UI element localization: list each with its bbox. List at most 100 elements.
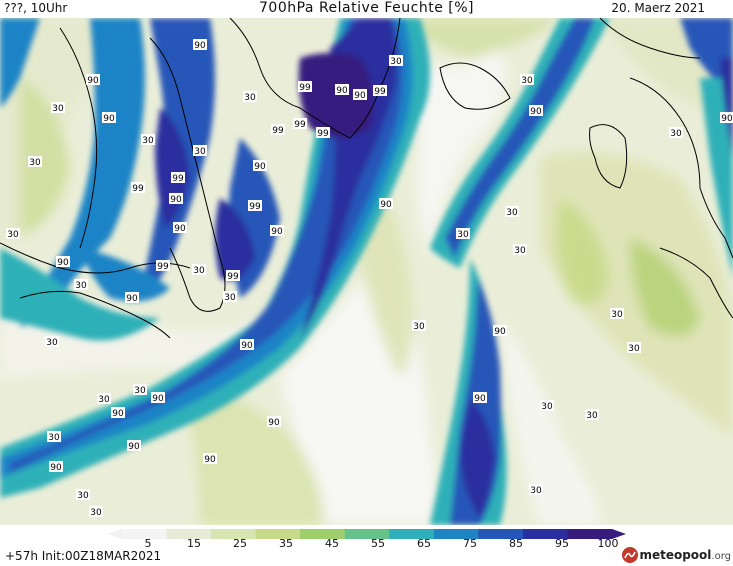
- map-label: 99: [374, 87, 386, 97]
- map-label: 30: [142, 136, 154, 146]
- meteopool-logo[interactable]: meteopool.org: [621, 545, 731, 565]
- map-label: 30: [52, 104, 64, 114]
- colorbar-segment: [344, 529, 390, 539]
- map-label: 30: [48, 433, 60, 443]
- colorbar-tick-label: 55: [371, 537, 385, 547]
- colorbar-segment: [122, 529, 168, 539]
- colorbar-right-arrow: [612, 529, 626, 539]
- coastlines: [0, 18, 733, 339]
- map-label: 99: [227, 272, 239, 282]
- valid-date-label: 20. Maerz 2021: [611, 1, 705, 15]
- map-title: 700hPa Relative Feuchte [%]: [259, 0, 474, 16]
- map-footer: 5 15 25 35 45 55 65 75 85 95 100 +57h Init:00Z18MA…: [0, 525, 733, 566]
- map-label: 90: [103, 114, 115, 124]
- map-label: 30: [530, 486, 542, 496]
- map-label: 90: [530, 107, 542, 117]
- map-label: 30: [224, 293, 236, 303]
- colorbar-segment: [433, 529, 479, 539]
- map-label: 90: [112, 409, 124, 419]
- map-label: 99: [132, 184, 144, 194]
- map-label: 30: [670, 129, 682, 139]
- humidity-field-low: [0, 18, 733, 525]
- map-label: 90: [354, 91, 366, 101]
- meteopool-logo-icon: [622, 547, 639, 563]
- map-label: 90: [174, 224, 186, 234]
- map-label: 30: [541, 402, 553, 412]
- colorbar-tick-label: 100: [598, 537, 619, 547]
- map-label: 30: [98, 395, 110, 405]
- map-label: 30: [611, 310, 623, 320]
- map-label: 30: [521, 76, 533, 86]
- map-label: 90: [241, 341, 253, 351]
- valid-time-label: ???, 10Uhr: [4, 1, 68, 15]
- map-label: 30: [244, 93, 256, 103]
- colorbar-tick-label: 35: [279, 537, 293, 547]
- map-label: 99: [172, 174, 184, 184]
- map-label: 30: [586, 411, 598, 421]
- humidity-map: 90 99 90 99 30 99 99 30 90 30 90 30 30 9…: [0, 18, 733, 525]
- map-label: 30: [193, 266, 205, 276]
- map-label: 90: [57, 258, 69, 268]
- map-label: 90: [474, 394, 486, 404]
- map-label: 99: [294, 120, 306, 130]
- map-label: 30: [413, 322, 425, 332]
- map-label: 30: [194, 147, 206, 157]
- map-label: 99: [249, 202, 261, 212]
- map-label: 30: [7, 230, 19, 240]
- colorbar-segment: [389, 529, 435, 539]
- colorbar-tick-label: 95: [555, 537, 569, 547]
- colorbar-segment: [300, 529, 346, 539]
- map-label: 99: [272, 126, 284, 136]
- map-label: 90: [721, 114, 733, 124]
- map-label: 90: [494, 327, 506, 337]
- run-info: +57h Init:00Z18MAR2021: [5, 549, 162, 563]
- colorbar-tick-label: 15: [187, 537, 201, 547]
- colorbar-segment: [166, 529, 212, 539]
- map-label: 30: [390, 57, 402, 67]
- map-label: 30: [77, 491, 89, 501]
- colorbar-segment: [211, 529, 257, 539]
- map-label: 30: [29, 158, 41, 168]
- map-header: ???, 10Uhr 700hPa Relative Feuchte [%] 2…: [0, 0, 733, 18]
- map-label: 30: [514, 246, 526, 256]
- colorbar-tick-label: 45: [325, 537, 339, 547]
- map-label: 90: [126, 294, 138, 304]
- colorbar: 5 15 25 35 45 55 65 75 85 95 100: [108, 529, 626, 547]
- map-labels: 90 99 90 99 30 99 99 30 90 30 90 30 30 9…: [6, 39, 733, 518]
- colorbar-tick-label: 65: [417, 537, 431, 547]
- map-label: 30: [457, 230, 469, 240]
- colorbar-tick-label: 25: [233, 537, 247, 547]
- map-label: 99: [299, 83, 311, 93]
- map-label: 90: [50, 463, 62, 473]
- map-label: 90: [271, 227, 283, 237]
- colorbar-segment: [567, 529, 613, 539]
- colorbar-left-arrow: [108, 529, 122, 539]
- colorbar-tick-label: 5: [145, 537, 152, 547]
- map-label: 30: [506, 208, 518, 218]
- map-label: 90: [268, 418, 280, 428]
- map-label: 90: [204, 455, 216, 465]
- colorbar-segment: [522, 529, 568, 539]
- map-label: 90: [254, 162, 266, 172]
- map-label: 30: [90, 508, 102, 518]
- colorbar-segment: [255, 529, 301, 539]
- map-label: 90: [170, 195, 182, 205]
- map-label: 30: [628, 344, 640, 354]
- map-label: 90: [336, 86, 348, 96]
- colorbar-labels: 5 15 25 35 45 55 65 75 85 95 100: [145, 537, 619, 547]
- map-label: 99: [157, 262, 169, 272]
- map-label: 90: [87, 76, 99, 86]
- map-label: 90: [194, 41, 206, 51]
- colorbar-segment: [478, 529, 524, 539]
- map-label: 30: [134, 386, 146, 396]
- map-label: 90: [380, 200, 392, 210]
- map-label: 90: [152, 394, 164, 404]
- map-label: 99: [317, 129, 329, 139]
- meteopool-logo-text: meteopool.org: [639, 548, 731, 562]
- map-label: 30: [75, 281, 87, 291]
- colorbar-segments: [122, 529, 613, 539]
- map-label: 90: [128, 442, 140, 452]
- colorbar-tick-label: 75: [463, 537, 477, 547]
- map-label: 30: [46, 338, 58, 348]
- colorbar-tick-label: 85: [509, 537, 523, 547]
